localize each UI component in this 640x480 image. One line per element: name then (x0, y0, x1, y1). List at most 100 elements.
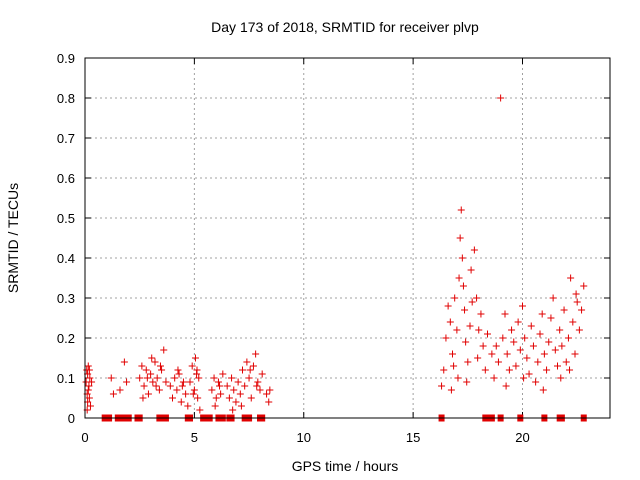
data-point (539, 386, 547, 394)
x-tick-label: 5 (191, 430, 198, 445)
data-point (538, 310, 546, 318)
data-point (155, 386, 163, 394)
data-point (567, 274, 575, 282)
data-point (229, 406, 237, 414)
data-point (521, 334, 529, 342)
data-point (451, 294, 459, 302)
data-point (508, 326, 516, 334)
data-point (442, 334, 450, 342)
data-point (85, 382, 93, 390)
data-point (473, 294, 481, 302)
y-tick-label: 0.4 (57, 251, 75, 266)
data-point (140, 382, 148, 390)
x-tick-label: 0 (81, 430, 88, 445)
data-point (457, 206, 465, 214)
data-point (223, 382, 231, 390)
data-point (239, 366, 246, 374)
data-point (109, 390, 117, 398)
data-point (219, 370, 227, 378)
y-tick-label: 0.7 (57, 131, 75, 146)
data-point (225, 394, 233, 402)
data-point (580, 282, 588, 290)
data-point (463, 378, 471, 386)
data-point (189, 390, 197, 398)
data-point (194, 394, 202, 402)
y-tick-label: 0.9 (57, 51, 75, 66)
data-point (158, 366, 166, 374)
data-point (236, 390, 244, 398)
data-point (459, 282, 467, 290)
data-point (210, 374, 218, 382)
data-point (519, 302, 526, 310)
data-point (505, 366, 513, 374)
data-point (143, 374, 151, 382)
data-point (440, 366, 448, 374)
data-point (536, 330, 544, 338)
data-point (196, 406, 204, 414)
data-point (556, 326, 564, 334)
data-point (444, 302, 452, 310)
data-point (571, 350, 579, 358)
data-point (162, 378, 170, 386)
data-point (488, 350, 496, 358)
data-point (545, 338, 553, 346)
data-point (540, 350, 548, 358)
data-point (474, 354, 482, 362)
data-point (566, 366, 574, 374)
y-tick-label: 0.8 (57, 91, 75, 106)
data-point (532, 378, 540, 386)
data-point (514, 318, 522, 326)
y-tick-label: 0.6 (57, 171, 75, 186)
data-point (107, 374, 115, 382)
data-point (525, 370, 533, 378)
data-point (534, 358, 542, 366)
data-point (454, 374, 462, 382)
data-point (188, 362, 196, 370)
data-point (543, 366, 551, 374)
data-point (153, 374, 161, 382)
data-point (85, 394, 93, 402)
y-axis-label: SRMTID / TECUs (5, 183, 21, 293)
data-point (193, 366, 201, 374)
data-point (184, 402, 192, 410)
data-point (494, 358, 502, 366)
data-point (562, 358, 570, 366)
data-point (557, 374, 565, 382)
data-point (138, 362, 146, 370)
data-point (578, 306, 586, 314)
data-point (216, 382, 224, 390)
data-point (142, 366, 150, 374)
data-point (551, 346, 559, 354)
data-point (139, 394, 147, 402)
data-point (178, 382, 186, 390)
data-point (166, 382, 174, 390)
data-point (464, 358, 472, 366)
data-point (151, 358, 159, 366)
y-tick-label: 0.2 (57, 331, 75, 346)
data-point (475, 326, 483, 334)
data-point (456, 234, 464, 242)
data-point (558, 342, 566, 350)
data-point (85, 366, 93, 374)
data-point (243, 358, 251, 366)
data-point (484, 330, 491, 338)
data-point (461, 306, 469, 314)
data-point (123, 378, 131, 386)
data-point (237, 402, 245, 410)
data-point (575, 326, 583, 334)
data-point (246, 366, 254, 374)
data-point (520, 374, 528, 382)
data-point (466, 322, 474, 330)
data-point (195, 374, 203, 382)
data-point (254, 378, 262, 386)
data-point (455, 274, 463, 282)
data-point (156, 362, 164, 370)
data-point (569, 318, 577, 326)
y-tick-label: 0.5 (57, 211, 75, 226)
data-point (177, 398, 185, 406)
data-point (572, 290, 580, 298)
data-point (560, 306, 568, 314)
y-tick-label: 0 (68, 411, 75, 426)
